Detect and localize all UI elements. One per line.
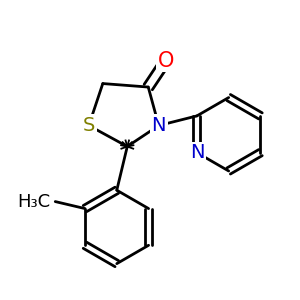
Text: N: N xyxy=(152,116,166,135)
Text: S: S xyxy=(82,116,95,135)
Text: N: N xyxy=(190,143,204,162)
Text: O: O xyxy=(158,51,174,71)
Text: H₃C: H₃C xyxy=(17,193,50,211)
